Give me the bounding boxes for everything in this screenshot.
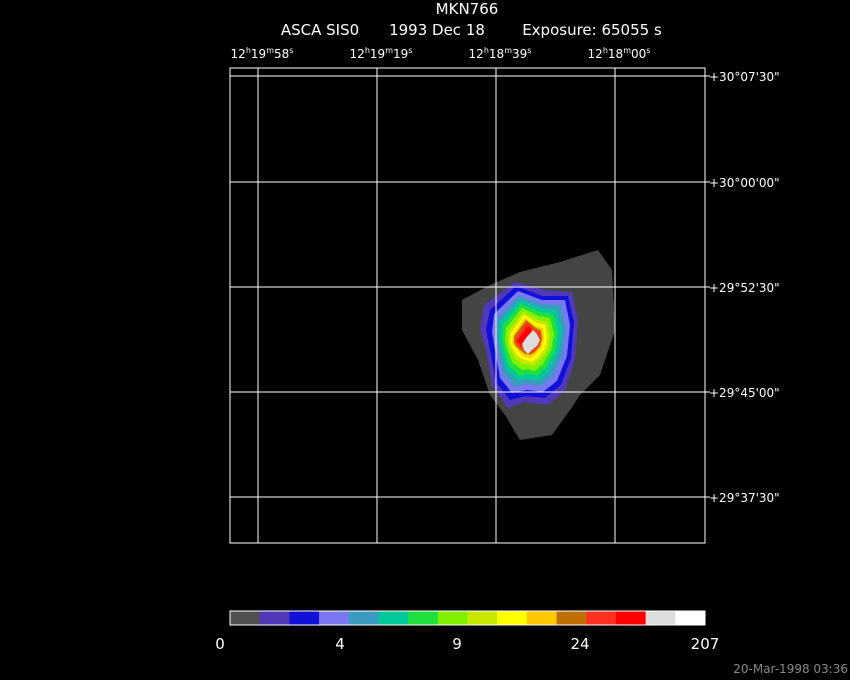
ra-value: 19	[370, 47, 385, 61]
ra-unit: m	[504, 46, 512, 55]
ra-value: 19	[251, 47, 266, 61]
ra-label: 12h19m58s	[231, 46, 294, 61]
colorbar-swatch	[497, 611, 528, 625]
ra-label: 12h18m39s	[469, 46, 532, 61]
dec-label: +29°45'00"	[709, 386, 780, 400]
colorbar-swatch	[378, 611, 409, 625]
colorbar-swatch	[526, 611, 558, 625]
ra-value: 19	[393, 47, 408, 61]
colorbar-swatch	[645, 611, 676, 625]
colorbar-swatch	[615, 611, 647, 625]
colorbar-swatch	[556, 611, 587, 625]
ra-value: 12	[469, 47, 484, 61]
ra-unit: m	[266, 46, 274, 55]
exposure: Exposure: 65055 s	[522, 21, 662, 39]
colorbar-frame	[229, 610, 706, 626]
ra-value: 00	[631, 47, 646, 61]
colorbar-swatch	[319, 611, 350, 625]
ra-unit: h	[603, 46, 608, 55]
instrument: ASCA SIS0	[281, 21, 359, 39]
colorbar-label: 4	[335, 635, 345, 653]
ra-label: 12h18m00s	[588, 46, 651, 61]
source-blob	[462, 250, 615, 440]
dec-label: +29°52'30"	[709, 281, 780, 295]
colorbar-swatch	[408, 611, 439, 625]
ra-unit: m	[623, 46, 631, 55]
ra-value: 58	[274, 47, 289, 61]
ra-unit: s	[527, 46, 531, 55]
colorbar-label: 207	[691, 635, 720, 653]
ra-unit: m	[385, 46, 393, 55]
colorbar-swatch	[348, 611, 379, 625]
dec-label: +29°37'30"	[709, 491, 780, 505]
colorbar-swatch	[437, 611, 468, 625]
ra-value: 12	[231, 47, 246, 61]
ra-value: 18	[608, 47, 623, 61]
colorbar-swatch	[467, 611, 498, 625]
colorbar-swatch	[289, 611, 320, 625]
colorbar-label: 0	[215, 635, 225, 653]
colorbar-label: 9	[452, 635, 462, 653]
date: 1993 Dec 18	[389, 21, 485, 39]
ra-value: 12	[588, 47, 603, 61]
colorbar-swatch	[259, 611, 290, 625]
ra-unit: s	[289, 46, 293, 55]
colorbar-swatch	[675, 611, 706, 625]
dec-label: +30°00'00"	[709, 176, 780, 190]
ra-unit: s	[408, 46, 412, 55]
dec-label: +30°07'30"	[709, 70, 780, 84]
colorbar-label: 24	[570, 635, 589, 653]
ra-unit: s	[646, 46, 650, 55]
colorbar-swatch	[586, 611, 617, 625]
ra-unit: h	[246, 46, 251, 55]
coordinate-grid	[229, 67, 706, 544]
ra-value: 39	[512, 47, 527, 61]
ra-value: 18	[489, 47, 504, 61]
colorbar: 0 4 9 24 207	[215, 610, 720, 653]
ra-label: 12h19m19s	[350, 46, 413, 61]
ra-unit: h	[484, 46, 489, 55]
title: MKN766	[436, 0, 499, 18]
colorbar-swatch	[230, 611, 261, 625]
ra-unit: h	[365, 46, 370, 55]
timestamp: 20-Mar-1998 03:36	[733, 662, 848, 676]
ra-value: 12	[350, 47, 365, 61]
